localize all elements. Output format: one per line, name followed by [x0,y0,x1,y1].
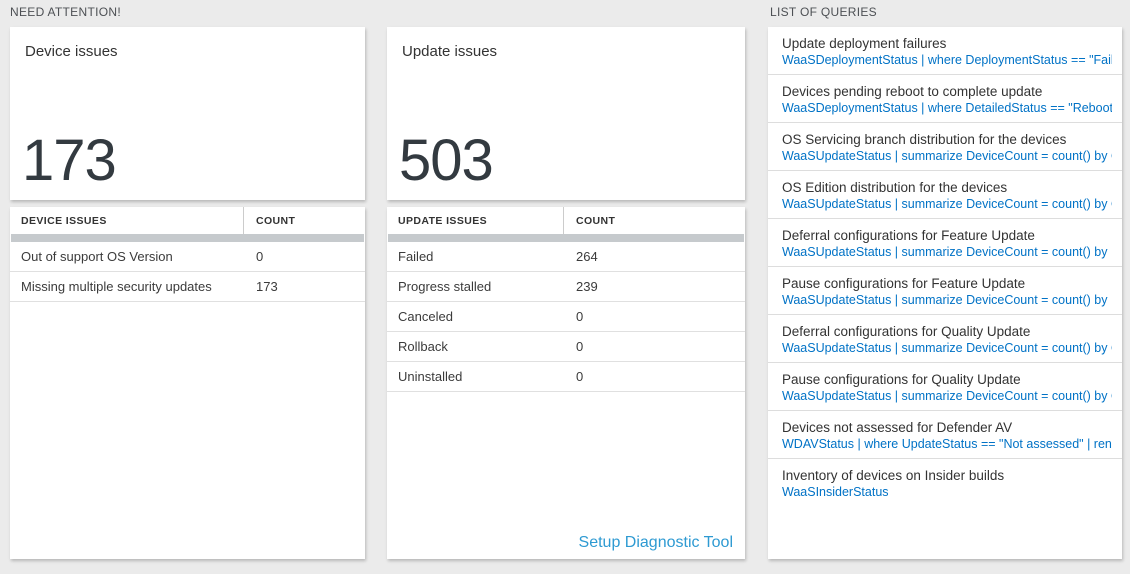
device-table-header-issues: DEVICE ISSUES [10,207,244,234]
query-item-os-edition-distribution[interactable]: OS Edition distribution for the devices … [768,171,1122,219]
row-count: 0 [256,249,264,264]
device-issues-table: DEVICE ISSUES COUNT Out of support OS Ve… [10,207,365,559]
query-item-devices-pending-reboot[interactable]: Devices pending reboot to complete updat… [768,75,1122,123]
row-label: Canceled [398,309,453,324]
query-code: WaaSUpdateStatus | summarize DeviceCount… [782,293,1112,307]
row-label: Out of support OS Version [21,249,173,264]
table-row[interactable]: Rollback 0 [387,332,745,362]
query-title: Deferral configurations for Feature Upda… [782,228,1035,243]
query-code: WaaSUpdateStatus | summarize DeviceCount… [782,341,1112,355]
query-item-pause-quality-update[interactable]: Pause configurations for Quality Update … [768,363,1122,411]
row-count: 239 [576,279,598,294]
query-item-pause-feature-update[interactable]: Pause configurations for Feature Update … [768,267,1122,315]
query-item-defender-av-not-assessed[interactable]: Devices not assessed for Defender AV WDA… [768,411,1122,459]
update-issues-count: 503 [399,128,494,193]
horizontal-scrollbar[interactable] [388,234,744,242]
table-row[interactable]: Missing multiple security updates 173 [10,272,365,302]
update-table-header-issues: UPDATE ISSUES [387,207,564,234]
query-code: WDAVStatus | where UpdateStatus == "Not … [782,437,1112,451]
row-label: Failed [398,249,434,264]
query-code: WaaSDeploymentStatus | where DetailedSta… [782,101,1112,115]
row-count: 264 [576,249,598,264]
horizontal-scrollbar[interactable] [11,234,364,242]
query-code: WaaSUpdateStatus | summarize DeviceCount… [782,245,1112,259]
row-count: 0 [576,309,584,324]
query-title: Update deployment failures [782,36,947,51]
table-row[interactable]: Progress stalled 239 [387,272,745,302]
query-title: Deferral configurations for Quality Upda… [782,324,1031,339]
query-item-deferral-feature-update[interactable]: Deferral configurations for Feature Upda… [768,219,1122,267]
query-title: OS Edition distribution for the devices [782,180,1008,195]
device-table-header-count: COUNT [256,214,296,227]
setup-diagnostic-tool-link[interactable]: Setup Diagnostic Tool [578,534,733,551]
row-label: Missing multiple security updates [21,279,212,294]
device-issues-count: 173 [22,128,117,193]
row-count: 0 [576,369,584,384]
list-of-queries-header: LIST OF QUERIES [770,5,877,19]
query-title: Devices not assessed for Defender AV [782,420,1013,435]
update-issues-title: Update issues [402,43,498,60]
device-issues-tile[interactable]: Device issues 173 [10,27,365,200]
query-title: Pause configurations for Quality Update [782,372,1021,387]
update-table-header: UPDATE ISSUES COUNT [387,207,745,234]
query-title: Pause configurations for Feature Update [782,276,1026,291]
query-item-update-deployment-failures[interactable]: Update deployment failures WaaSDeploymen… [768,27,1122,75]
update-issues-table: UPDATE ISSUES COUNT Failed 264 Progress … [387,207,745,559]
table-row[interactable]: Failed 264 [387,242,745,272]
query-title: Devices pending reboot to complete updat… [782,84,1043,99]
row-count: 173 [256,279,278,294]
query-title: OS Servicing branch distribution for the… [782,132,1067,147]
query-code: WaaSUpdateStatus | summarize DeviceCount… [782,197,1112,211]
query-title: Inventory of devices on Insider builds [782,468,1005,483]
query-code: WaaSUpdateStatus | summarize DeviceCount… [782,149,1112,163]
device-issues-title: Device issues [25,43,118,60]
table-row[interactable]: Uninstalled 0 [387,362,745,392]
query-code: WaaSDeploymentStatus | where DeploymentS… [782,53,1112,67]
row-label: Uninstalled [398,369,463,384]
query-code: WaaSUpdateStatus | summarize DeviceCount… [782,389,1112,403]
row-count: 0 [576,339,584,354]
query-item-insider-builds-inventory[interactable]: Inventory of devices on Insider builds W… [768,459,1122,507]
row-label: Rollback [398,339,448,354]
query-item-os-servicing-branch[interactable]: OS Servicing branch distribution for the… [768,123,1122,171]
row-label: Progress stalled [398,279,492,294]
table-row[interactable]: Canceled 0 [387,302,745,332]
query-item-deferral-quality-update[interactable]: Deferral configurations for Quality Upda… [768,315,1122,363]
update-table-header-count: COUNT [576,214,616,227]
list-of-queries-panel: Update deployment failures WaaSDeploymen… [768,27,1122,559]
update-issues-tile[interactable]: Update issues 503 [387,27,745,200]
need-attention-header: NEED ATTENTION! [10,5,121,19]
query-code: WaaSInsiderStatus [782,485,889,499]
device-table-header: DEVICE ISSUES COUNT [10,207,365,234]
table-row[interactable]: Out of support OS Version 0 [10,242,365,272]
